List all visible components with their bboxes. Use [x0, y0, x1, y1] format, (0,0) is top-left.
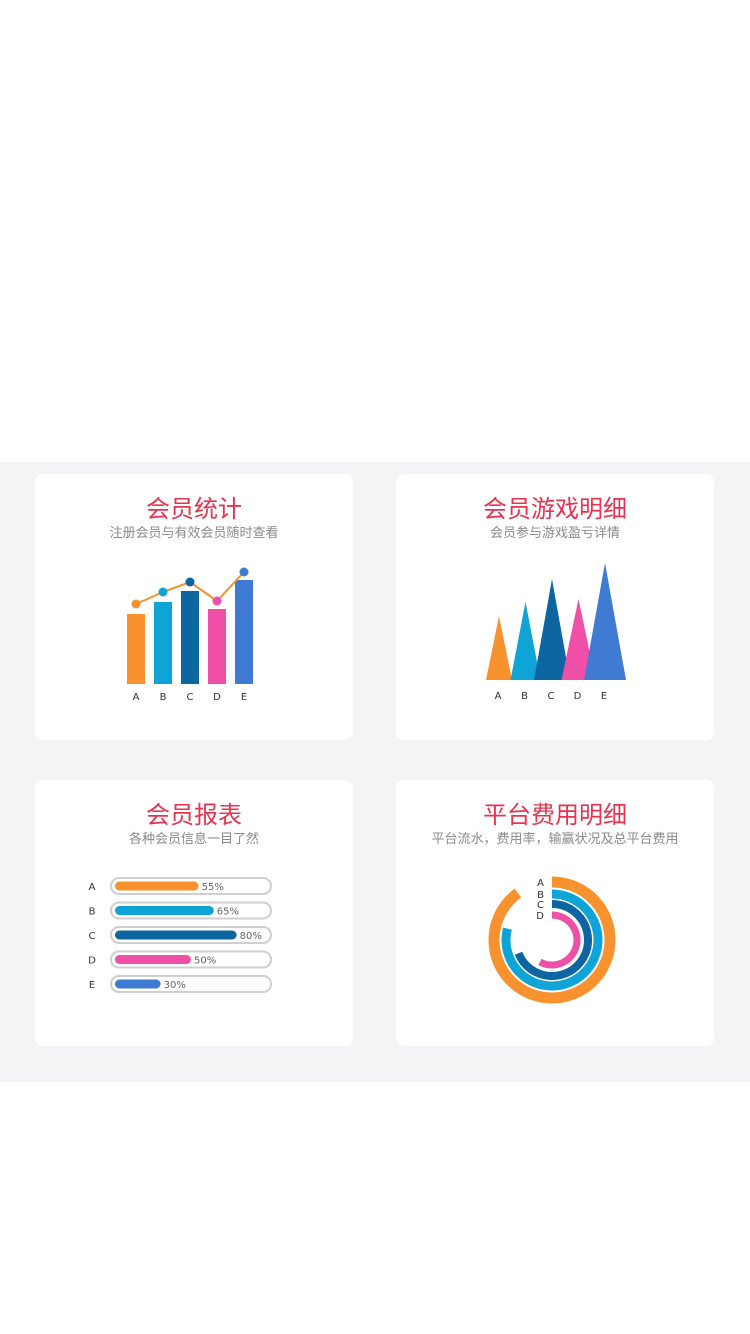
- progress-fill: [115, 906, 214, 915]
- x-tick-label: C: [187, 692, 194, 703]
- triangle-mark: [510, 602, 541, 680]
- progress-value: 30%: [164, 980, 186, 991]
- row-label: C: [89, 931, 96, 942]
- x-tick-label: D: [574, 691, 582, 702]
- progress-fill: [115, 979, 161, 989]
- card-title: 会员报表: [146, 801, 242, 829]
- progress-fill: [115, 955, 191, 964]
- radial-bar: [514, 900, 592, 980]
- card-title: 平台费用明细: [483, 801, 627, 829]
- line-point: [185, 577, 195, 587]
- triangle-mark: [561, 599, 596, 680]
- bar: [181, 591, 199, 684]
- triangle-mark: [534, 579, 570, 680]
- row-label: D: [88, 956, 96, 967]
- card-subtitle: 会员参与游戏盈亏详情: [489, 526, 620, 541]
- member-stats-card[interactable]: 会员统计 注册会员与有效会员随时查看 A B C D E: [35, 474, 353, 740]
- ring-label: A: [537, 878, 544, 889]
- ring-label: D: [536, 911, 544, 922]
- x-tick-label: D: [213, 692, 221, 703]
- x-tick-label: C: [548, 691, 555, 702]
- radial-bar: [538, 911, 581, 969]
- radial-bar: [501, 889, 603, 991]
- triangle-mark: [486, 616, 512, 680]
- x-tick-label: A: [495, 691, 502, 702]
- progress-fill: [115, 930, 237, 940]
- triangle-mark: [584, 563, 626, 680]
- ring-label: C: [537, 900, 544, 911]
- bar-line-chart-icon: A B C D E: [127, 567, 253, 703]
- progress-bars-icon: A 55% B 65% C 80% D 50% E 30%: [88, 877, 272, 993]
- row-label: A: [89, 882, 96, 893]
- card-title: 会员游戏明细: [483, 495, 627, 523]
- card-subtitle: 平台流水，费用率，输赢状况及总平台费用: [431, 832, 679, 847]
- line-point: [158, 587, 168, 597]
- progress-fill: [115, 881, 199, 891]
- card-subtitle: 注册会员与有效会员随时查看: [109, 526, 279, 541]
- line-point: [212, 596, 222, 606]
- bar: [235, 580, 253, 684]
- line-point: [131, 599, 141, 609]
- member-game-detail-card[interactable]: 会员游戏明细 会员参与游戏盈亏详情 A B C D E: [396, 474, 714, 740]
- x-tick-label: A: [133, 692, 140, 703]
- ring-label: B: [537, 890, 544, 901]
- x-tick-label: B: [521, 691, 528, 702]
- radial-bar: [488, 876, 616, 1004]
- progress-value: 55%: [202, 882, 224, 893]
- x-tick-label: E: [241, 692, 247, 703]
- bar: [208, 609, 226, 684]
- bar: [154, 602, 172, 684]
- progress-value: 80%: [240, 931, 262, 942]
- line-point: [239, 567, 249, 577]
- x-tick-label: E: [601, 691, 607, 702]
- progress-value: 65%: [217, 907, 239, 918]
- card-title: 会员统计: [146, 495, 242, 523]
- row-label: B: [89, 907, 96, 918]
- member-report-card[interactable]: 会员报表 各种会员信息一目了然 A 55% B 65% C 80% D 50% E 30%: [35, 780, 353, 1046]
- card-subtitle: 各种会员信息一目了然: [128, 832, 259, 847]
- row-label: E: [89, 980, 95, 991]
- progress-value: 50%: [194, 956, 216, 967]
- bar: [127, 614, 145, 684]
- triangle-chart-icon: A B C D E: [486, 563, 626, 702]
- x-tick-label: B: [160, 692, 167, 703]
